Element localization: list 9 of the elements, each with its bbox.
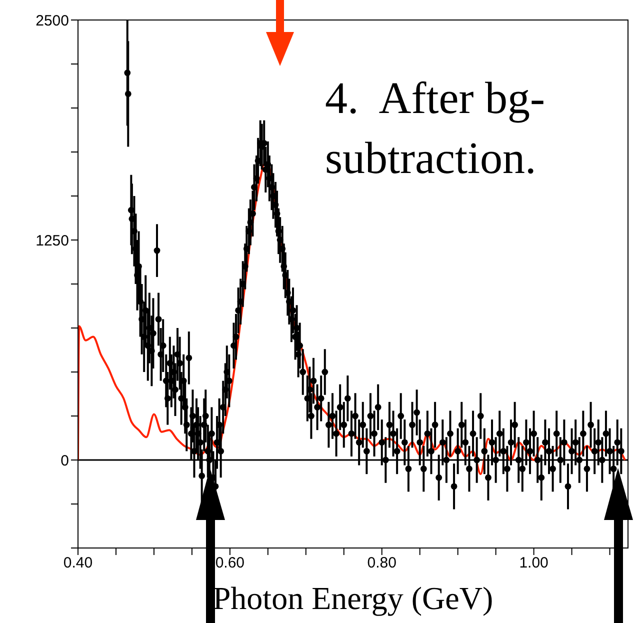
x-tick-label: 1.00 [519, 554, 548, 572]
x-tick-label: 0.80 [367, 554, 396, 572]
x-tick-label: 0.60 [215, 554, 245, 572]
y-tick-label: 0 [60, 452, 69, 470]
x-tick-label: 0.40 [63, 554, 93, 572]
y-tick-label: 1250 [36, 232, 69, 250]
annotation: 4. After bg-subtraction. [325, 72, 546, 185]
x-axis-title: Photon Energy (GeV) [212, 580, 494, 616]
y-tick-label: 2500 [36, 12, 69, 30]
